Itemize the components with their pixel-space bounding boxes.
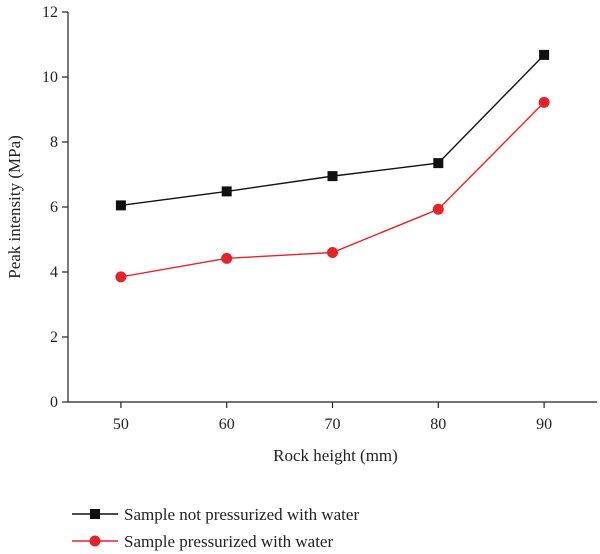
x-tick-label: 50	[113, 416, 129, 433]
legend-marker-square	[90, 509, 100, 519]
legend: Sample not pressurized with water Sample …	[72, 505, 359, 551]
data-point-circle	[432, 203, 444, 215]
data-point-circle	[115, 271, 127, 283]
x-tick-label: 70	[325, 416, 341, 433]
series-line	[120, 54, 545, 207]
legend-label: Sample not pressurized with water	[124, 505, 359, 524]
data-point-square	[115, 200, 126, 211]
y-tick-label: 2	[50, 329, 58, 346]
data-point-circle	[538, 96, 550, 108]
y-tick-label: 12	[42, 4, 58, 21]
axes: 0 2 4 6 8 10 12 50 60 70 80 90	[42, 4, 597, 433]
data-point-square	[221, 186, 232, 197]
x-tick-label: 80	[430, 416, 446, 433]
x-tick-label: 90	[536, 416, 552, 433]
data-point-circle	[327, 247, 338, 258]
data-point-square	[433, 158, 444, 169]
x-tick-label: 60	[219, 416, 235, 433]
data-point-square	[539, 49, 550, 60]
legend-marker-circle	[89, 535, 101, 547]
y-axis-title: Peak intensity (MPa)	[5, 135, 24, 279]
x-axis-title: Rock height (mm)	[273, 446, 398, 465]
y-tick-label: 4	[50, 264, 58, 281]
y-tick-label: 10	[42, 69, 58, 86]
y-tick-label: 6	[50, 199, 58, 216]
data-point-square	[327, 171, 338, 182]
y-tick-label: 0	[50, 394, 58, 411]
data-point-circle	[221, 252, 233, 264]
y-tick-label: 8	[50, 134, 58, 151]
legend-label: Sample pressurized with water	[124, 532, 333, 551]
plot-area	[115, 49, 550, 283]
